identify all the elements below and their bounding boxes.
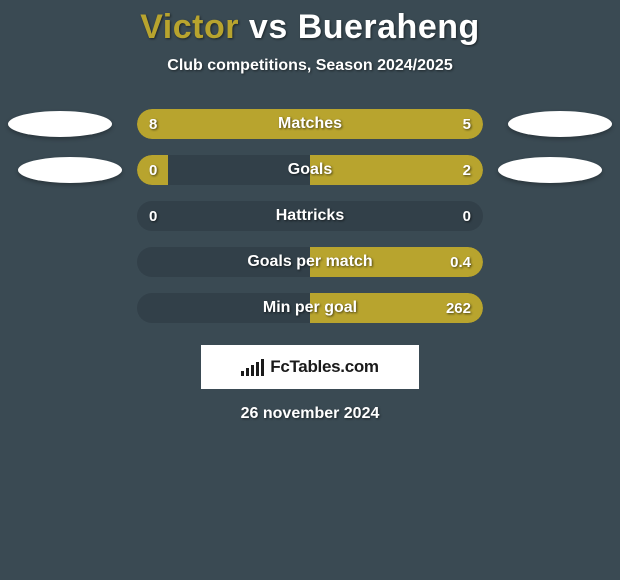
stat-value-right: 0 [463, 201, 471, 231]
stat-bar-track: Hattricks0 0 [137, 201, 483, 231]
player-marker-left [8, 111, 112, 137]
title-vs: vs [249, 8, 288, 46]
stat-bar-track: Min per goal262 [137, 293, 483, 323]
title-left-name: Victor [140, 8, 239, 46]
title-right-name: Bueraheng [298, 8, 480, 46]
page-title: Victor vs Bueraheng [140, 8, 480, 47]
stat-label: Hattricks [137, 201, 483, 231]
comparison-rows: Matches85 Goals02 Hattricks0 0 Goals per mat… [0, 101, 620, 331]
attribution-text: FcTables.com [270, 357, 379, 377]
stat-bar-left-fill [137, 109, 310, 139]
stat-bar-right-fill [310, 155, 483, 185]
player-marker-right [508, 111, 612, 137]
stat-bar-right-fill [310, 109, 483, 139]
comparison-row: Goals per match0.4 [0, 239, 620, 285]
subtitle: Club competitions, Season 2024/2025 [167, 57, 452, 75]
stat-bar-right-fill [310, 293, 483, 323]
comparison-row: Hattricks0 0 [0, 193, 620, 239]
stat-bar-track: Goals per match0.4 [137, 247, 483, 277]
attribution-badge: FcTables.com [201, 345, 419, 389]
stat-value-left: 0 [149, 201, 157, 231]
comparison-row: Min per goal262 [0, 285, 620, 331]
player-marker-right [498, 157, 602, 183]
player-marker-left [18, 157, 122, 183]
comparison-row: Goals02 [0, 147, 620, 193]
stat-bar-track: Goals02 [137, 155, 483, 185]
comparison-row: Matches85 [0, 101, 620, 147]
date: 26 november 2024 [241, 405, 380, 423]
stat-bar-right-fill [310, 247, 483, 277]
stat-bar-track: Matches85 [137, 109, 483, 139]
stat-bar-left-fill [137, 155, 168, 185]
bar-chart-icon [241, 358, 264, 376]
